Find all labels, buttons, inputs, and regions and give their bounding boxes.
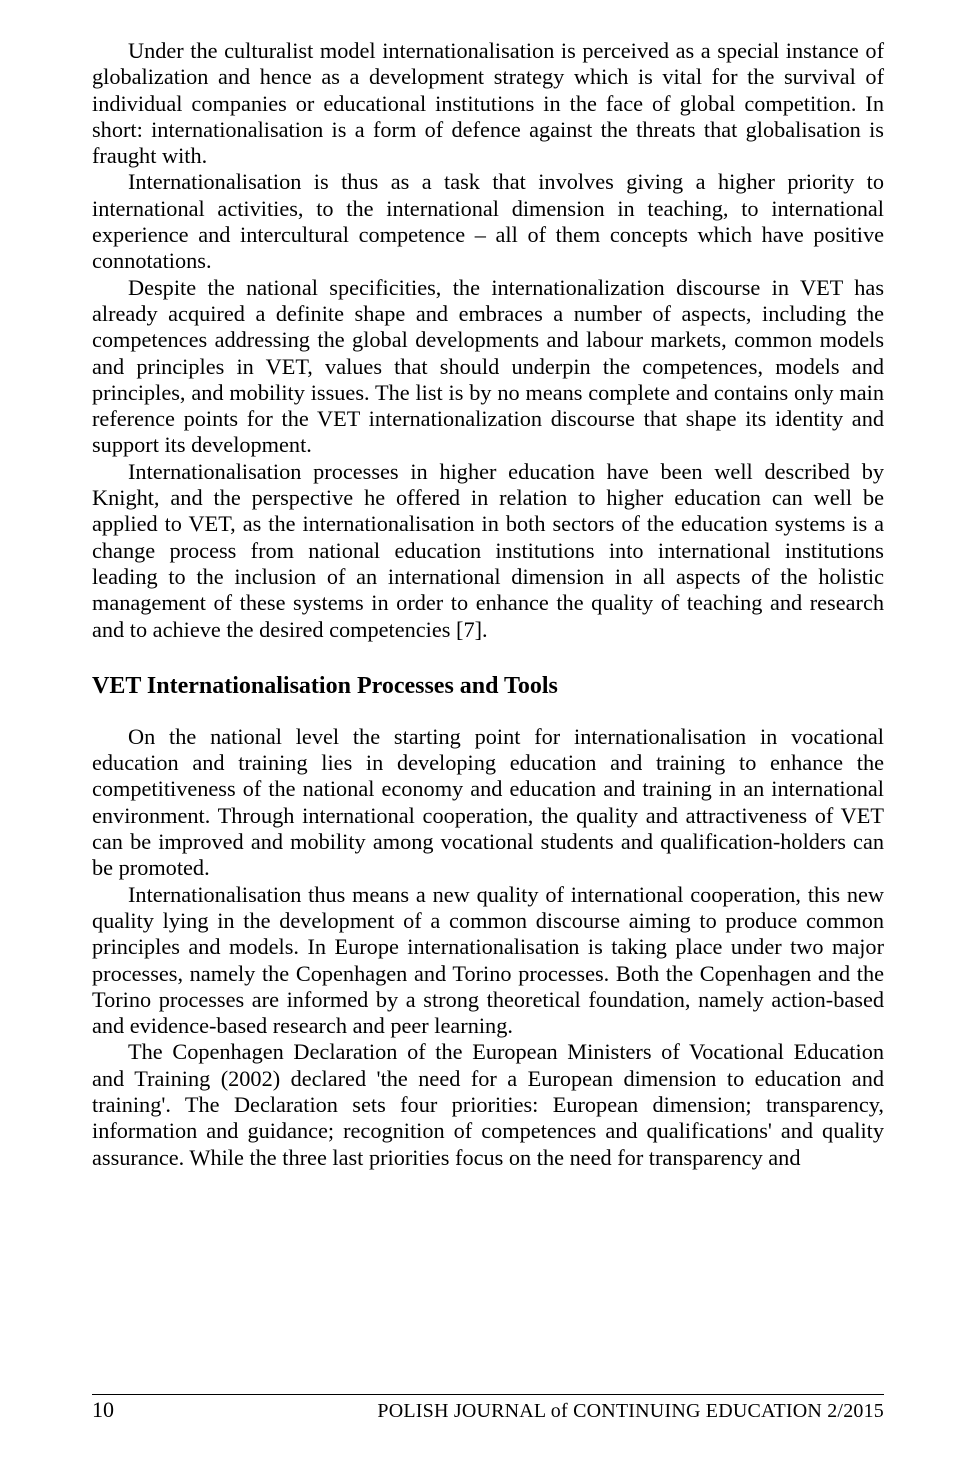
paragraph: Internationalisation thus means a new qu… <box>92 882 884 1040</box>
page: Under the culturalist model internationa… <box>0 0 960 1457</box>
paragraph: On the national level the starting point… <box>92 724 884 882</box>
page-footer: 10 POLISH JOURNAL of CONTINUING EDUCATIO… <box>92 1394 884 1423</box>
body-text-block: On the national level the starting point… <box>92 724 884 1171</box>
page-number: 10 <box>92 1397 114 1423</box>
paragraph: Internationalisation processes in higher… <box>92 459 884 643</box>
paragraph: Under the culturalist model internationa… <box>92 38 884 169</box>
body-text-block: Under the culturalist model internationa… <box>92 38 884 643</box>
journal-name: POLISH JOURNAL of CONTINUING EDUCATION 2… <box>377 1400 884 1423</box>
paragraph: The Copenhagen Declaration of the Europe… <box>92 1039 884 1170</box>
footer-rule <box>92 1394 884 1395</box>
section-heading: VET Internationalisation Processes and T… <box>92 673 884 700</box>
footer-row: 10 POLISH JOURNAL of CONTINUING EDUCATIO… <box>92 1397 884 1423</box>
paragraph: Internationalisation is thus as a task t… <box>92 169 884 274</box>
paragraph: Despite the national specificities, the … <box>92 275 884 459</box>
